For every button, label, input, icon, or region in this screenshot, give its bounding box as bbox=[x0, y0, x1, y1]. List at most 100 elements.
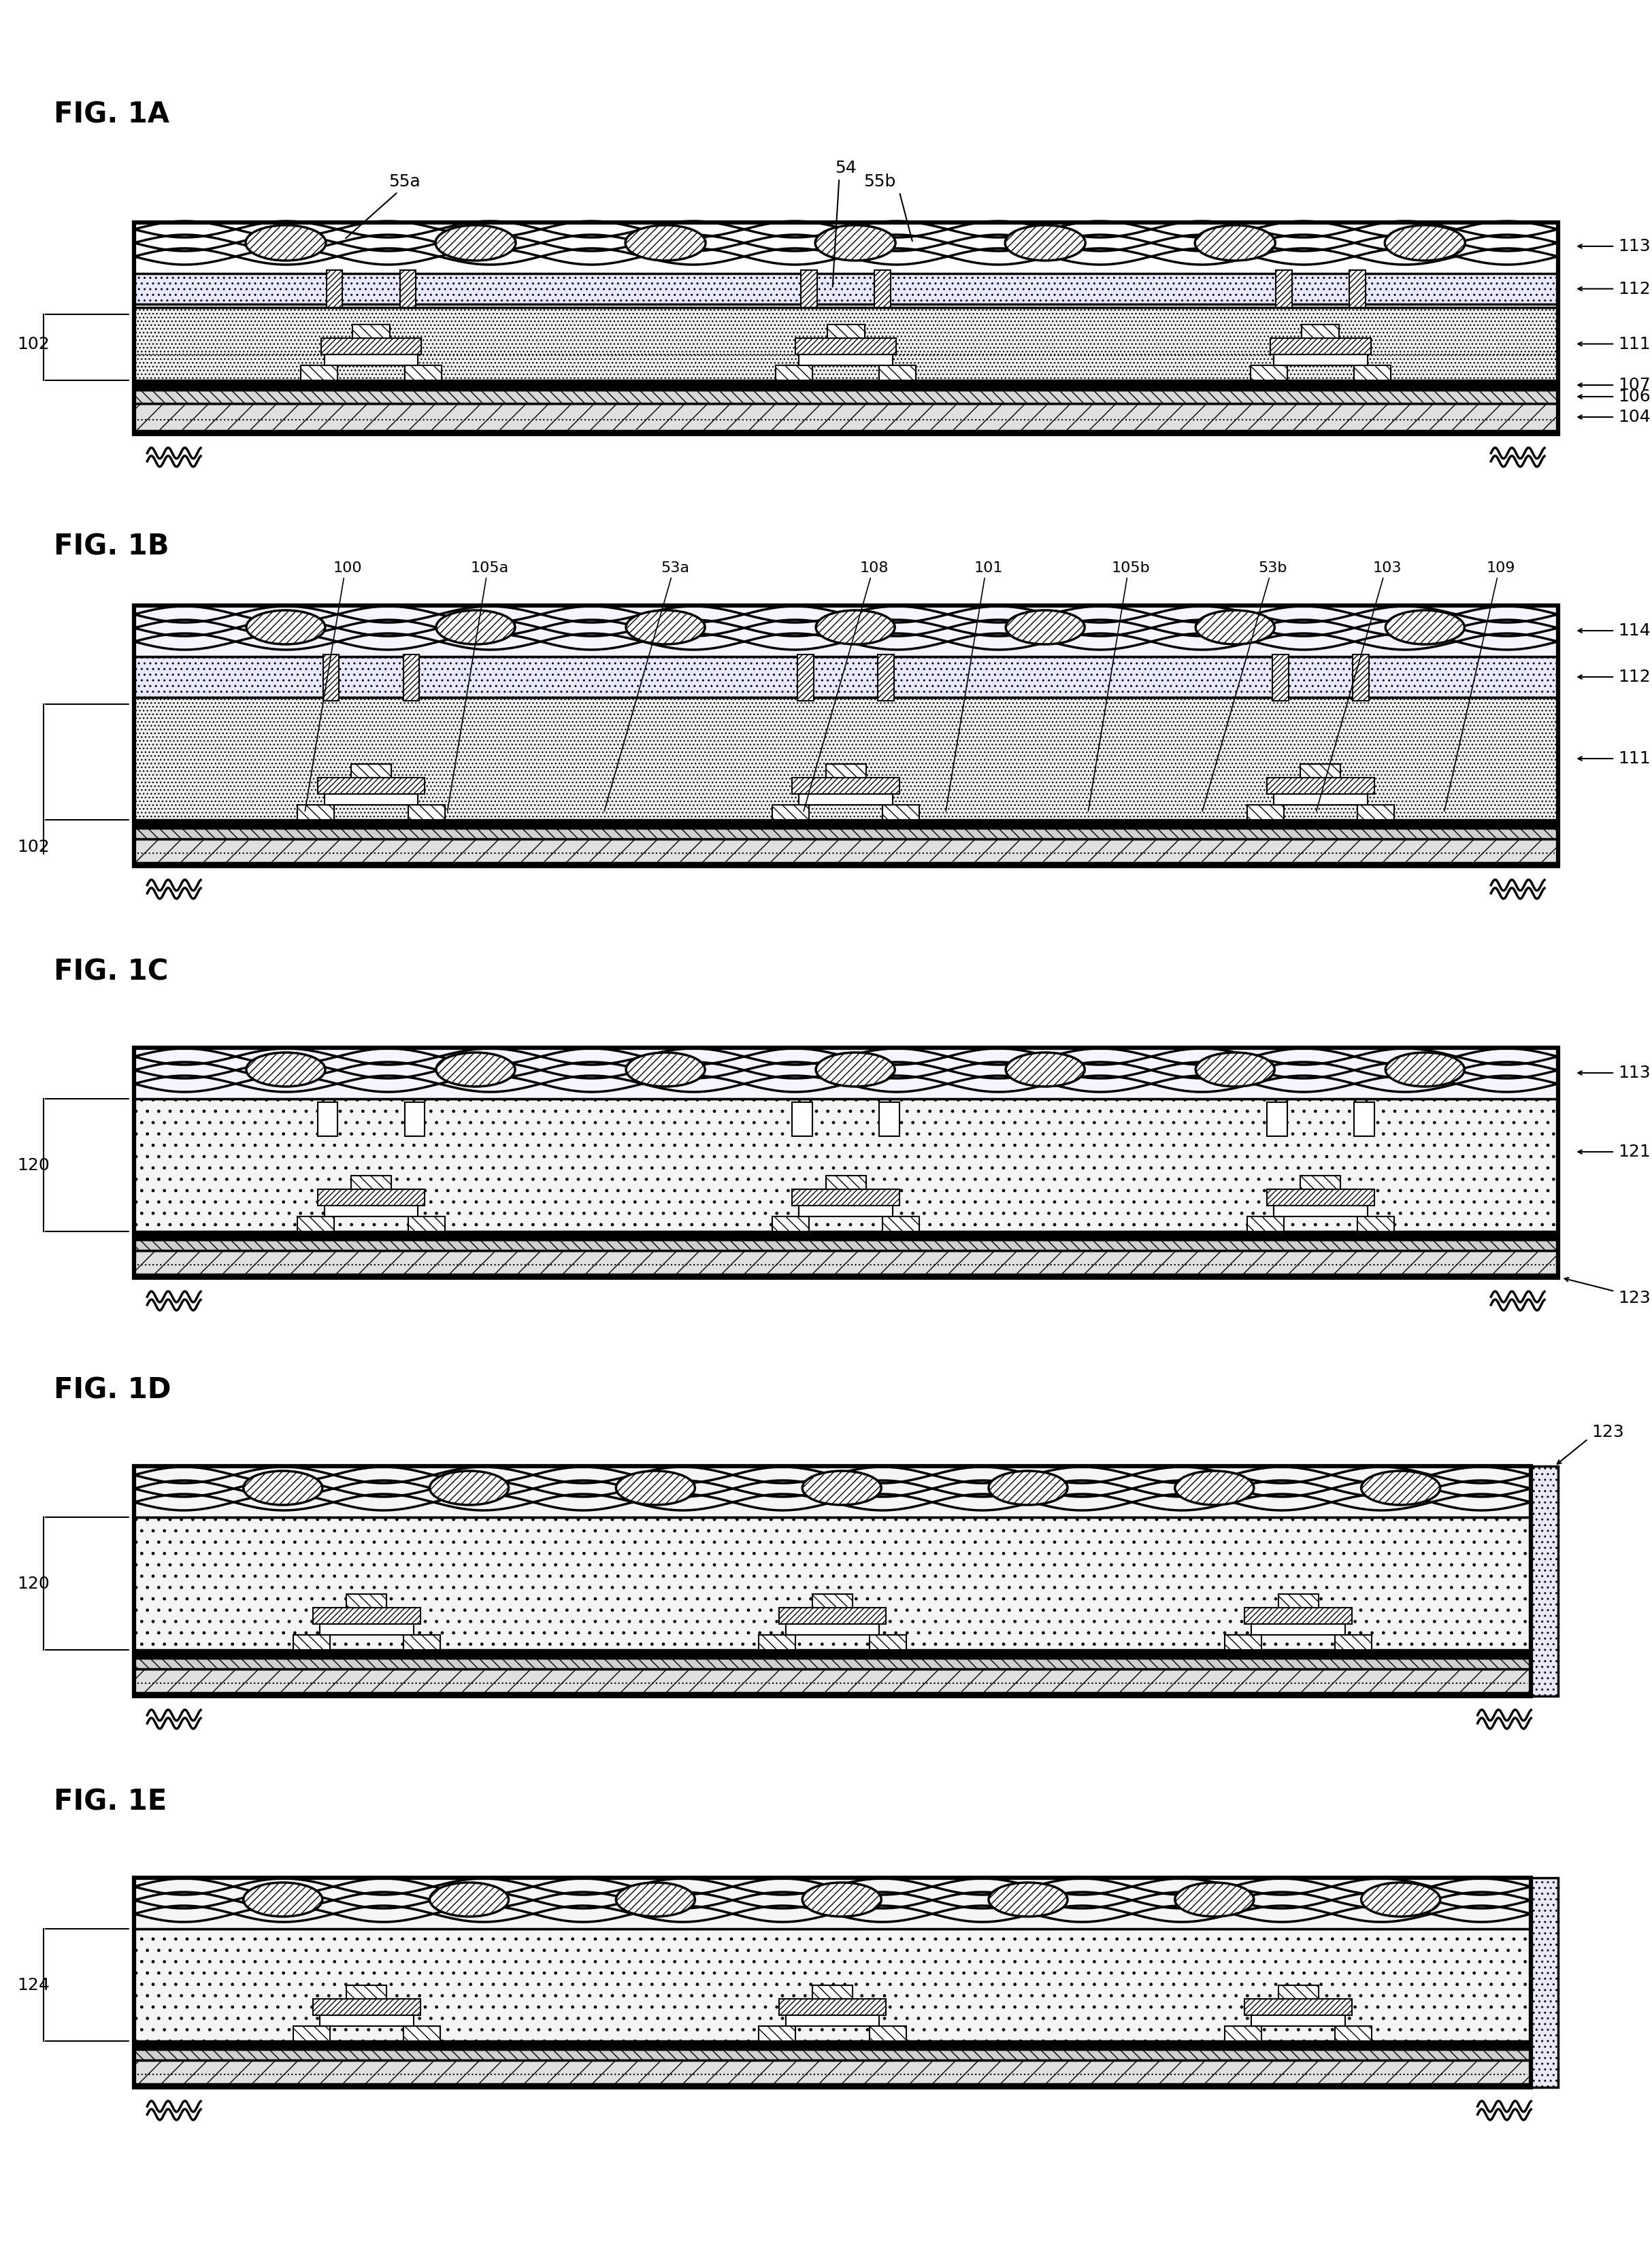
Ellipse shape bbox=[816, 611, 895, 645]
Text: 54: 54 bbox=[834, 160, 857, 176]
Bar bbox=[1267, 1190, 1374, 1206]
Text: FIG. 1A: FIG. 1A bbox=[53, 99, 169, 128]
Text: 100: 100 bbox=[334, 561, 362, 575]
Text: 105a: 105a bbox=[471, 561, 509, 575]
Bar bbox=[301, 365, 337, 381]
Bar bbox=[813, 1594, 852, 1607]
Bar bbox=[813, 1986, 852, 1999]
Text: FIG. 1E: FIG. 1E bbox=[53, 1787, 167, 1817]
Ellipse shape bbox=[1386, 611, 1464, 645]
Bar bbox=[786, 2015, 879, 2026]
Bar bbox=[400, 270, 416, 307]
Bar bbox=[882, 1217, 920, 1231]
Text: 53a: 53a bbox=[661, 561, 689, 575]
Bar bbox=[826, 764, 866, 778]
Ellipse shape bbox=[246, 225, 325, 261]
Text: FIG. 1D: FIG. 1D bbox=[53, 1375, 170, 1404]
Bar bbox=[796, 338, 895, 354]
Ellipse shape bbox=[988, 1882, 1067, 1916]
Bar bbox=[1355, 365, 1391, 381]
Bar bbox=[347, 1986, 387, 1999]
Bar bbox=[877, 654, 894, 701]
Bar bbox=[882, 805, 920, 820]
Bar bbox=[324, 654, 339, 701]
Bar bbox=[134, 1878, 1531, 2087]
Text: 102: 102 bbox=[17, 838, 50, 854]
Bar bbox=[134, 606, 1558, 656]
Text: 102: 102 bbox=[17, 336, 50, 352]
Bar bbox=[134, 223, 1558, 435]
Text: 120: 120 bbox=[17, 1156, 50, 1174]
Ellipse shape bbox=[430, 1882, 509, 1916]
Ellipse shape bbox=[803, 1472, 881, 1506]
Bar bbox=[347, 1594, 387, 1607]
Ellipse shape bbox=[1175, 1882, 1254, 1916]
Bar bbox=[800, 793, 892, 805]
Bar bbox=[134, 1659, 1531, 1668]
Bar bbox=[869, 2026, 905, 2042]
Bar bbox=[403, 654, 420, 701]
Bar bbox=[800, 1206, 892, 1217]
Bar bbox=[134, 838, 1558, 863]
Bar bbox=[1272, 654, 1289, 701]
Bar bbox=[352, 764, 392, 778]
Ellipse shape bbox=[246, 611, 325, 645]
Bar bbox=[828, 325, 864, 338]
Ellipse shape bbox=[814, 225, 895, 261]
Bar bbox=[297, 1217, 334, 1231]
Text: 123: 123 bbox=[1591, 1425, 1624, 1440]
Bar bbox=[1353, 654, 1370, 701]
Text: 112: 112 bbox=[1617, 669, 1650, 685]
Bar bbox=[1300, 764, 1341, 778]
Bar bbox=[134, 1650, 1531, 1659]
Text: 53b: 53b bbox=[1259, 561, 1287, 575]
Bar bbox=[134, 606, 1558, 866]
Bar bbox=[134, 2042, 1531, 2049]
Bar bbox=[1355, 365, 1391, 381]
Ellipse shape bbox=[1361, 1472, 1441, 1506]
Bar bbox=[292, 2026, 330, 2042]
Bar bbox=[1244, 1607, 1351, 1623]
Ellipse shape bbox=[1175, 1472, 1254, 1506]
Text: 113: 113 bbox=[1617, 1064, 1650, 1082]
Bar bbox=[801, 270, 818, 307]
Bar bbox=[408, 805, 444, 820]
Bar bbox=[314, 1607, 420, 1623]
Bar bbox=[1335, 1634, 1371, 1650]
Bar bbox=[134, 390, 1558, 403]
Bar bbox=[1224, 1634, 1262, 1650]
Ellipse shape bbox=[436, 611, 515, 645]
Ellipse shape bbox=[243, 1882, 322, 1916]
Bar bbox=[352, 1177, 392, 1190]
Bar bbox=[317, 778, 425, 793]
Bar bbox=[134, 381, 1558, 390]
Bar bbox=[1302, 325, 1340, 338]
Ellipse shape bbox=[243, 1472, 322, 1506]
Bar bbox=[1300, 1177, 1341, 1190]
Ellipse shape bbox=[616, 1882, 695, 1916]
Bar bbox=[1267, 778, 1374, 793]
Ellipse shape bbox=[616, 1472, 695, 1506]
Bar bbox=[324, 354, 418, 365]
Bar bbox=[775, 365, 813, 381]
Bar bbox=[1224, 2026, 1262, 2042]
Bar bbox=[780, 1999, 885, 2015]
Bar bbox=[134, 2049, 1531, 2060]
Bar bbox=[405, 365, 441, 381]
Bar bbox=[1302, 325, 1340, 338]
Bar bbox=[324, 354, 418, 365]
Text: 108: 108 bbox=[861, 561, 889, 575]
Bar bbox=[134, 403, 1558, 431]
Bar bbox=[1247, 1217, 1284, 1231]
Bar bbox=[879, 365, 917, 381]
Bar bbox=[800, 354, 892, 365]
Text: 123: 123 bbox=[1617, 1289, 1650, 1307]
Text: 107: 107 bbox=[1617, 376, 1650, 392]
Bar bbox=[134, 1465, 1531, 1695]
Text: 121: 121 bbox=[1617, 1143, 1650, 1161]
Bar bbox=[134, 2060, 1531, 2085]
Bar bbox=[352, 325, 390, 338]
Bar bbox=[134, 1231, 1558, 1240]
Bar bbox=[320, 1623, 413, 1634]
Bar bbox=[134, 1668, 1531, 1693]
